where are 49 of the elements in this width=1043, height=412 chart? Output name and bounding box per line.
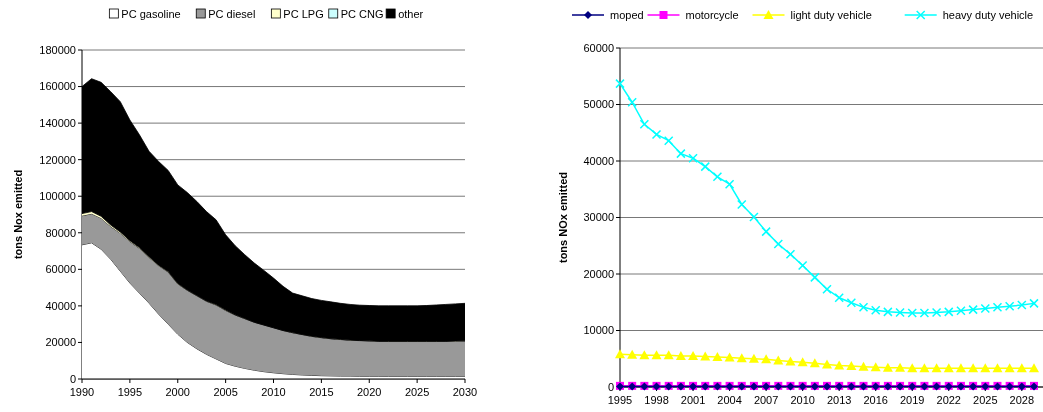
y-tick-label: 160000	[39, 80, 76, 93]
y-tick-label: 30000	[583, 211, 614, 224]
x-tick-label: 2005	[213, 386, 238, 398]
y-tick-label: 120000	[39, 153, 76, 166]
legend-label: PC CNG	[340, 7, 384, 20]
x-tick-label: 2028	[1009, 394, 1035, 406]
x-tick-label: 2020	[357, 386, 382, 398]
y-tick-label: 60000	[583, 41, 614, 54]
legend-label: PC LPG	[283, 7, 324, 20]
x-tick-label: 2013	[826, 394, 852, 406]
legend-label: moped	[610, 8, 644, 21]
y-tick-label: 20000	[45, 336, 76, 349]
x-tick-label: 1998	[644, 394, 669, 406]
y-tick-label: 40000	[583, 154, 614, 167]
y-tick-label: 140000	[39, 116, 76, 129]
x-tick-label: 2004	[717, 394, 742, 406]
y-tick-label: 80000	[45, 226, 76, 239]
x-tick-label: 2025	[973, 394, 998, 406]
x-tick-label: 2022	[936, 394, 962, 406]
y-tick-label: 20000	[583, 267, 614, 280]
y-tick-label: 10000	[583, 324, 614, 337]
legend-label: PC gasoline	[121, 7, 181, 20]
x-tick-label: 2000	[165, 386, 190, 398]
y-tick-label: 180000	[39, 43, 76, 56]
x-tick-label: 2007	[753, 394, 779, 406]
legend-label: motorcycle	[685, 8, 739, 21]
x-tick-label: 2010	[261, 386, 286, 398]
x-tick-label: 1995	[117, 386, 143, 398]
x-tick-label: 1995	[607, 394, 633, 406]
legend-label: light duty vehicle	[790, 8, 872, 21]
x-tick-label: 2010	[790, 394, 815, 406]
y-tick-label: 60000	[45, 263, 76, 276]
legend-label: heavy duty vehicle	[942, 8, 1034, 21]
x-tick-label: 2019	[899, 394, 925, 406]
y-tick-label: 100000	[39, 190, 76, 203]
x-tick-label: 2001	[680, 394, 706, 406]
y-tick-label: 0	[607, 380, 614, 393]
x-tick-label: 2030	[452, 386, 478, 398]
x-tick-label: 1990	[69, 386, 95, 398]
y-tick-label: 0	[69, 372, 76, 385]
legend-label: PC diesel	[208, 7, 256, 20]
y-tick-label: 40000	[45, 299, 76, 312]
y-axis-title: tons NOx emitted	[557, 171, 569, 264]
y-tick-label: 50000	[583, 98, 614, 111]
x-tick-label: 2015	[309, 386, 334, 398]
x-tick-label: 2016	[863, 394, 888, 406]
x-tick-label: 2025	[404, 386, 430, 398]
legend-label: other	[398, 7, 424, 20]
y-axis-title: tons Nox emitted	[12, 169, 24, 260]
